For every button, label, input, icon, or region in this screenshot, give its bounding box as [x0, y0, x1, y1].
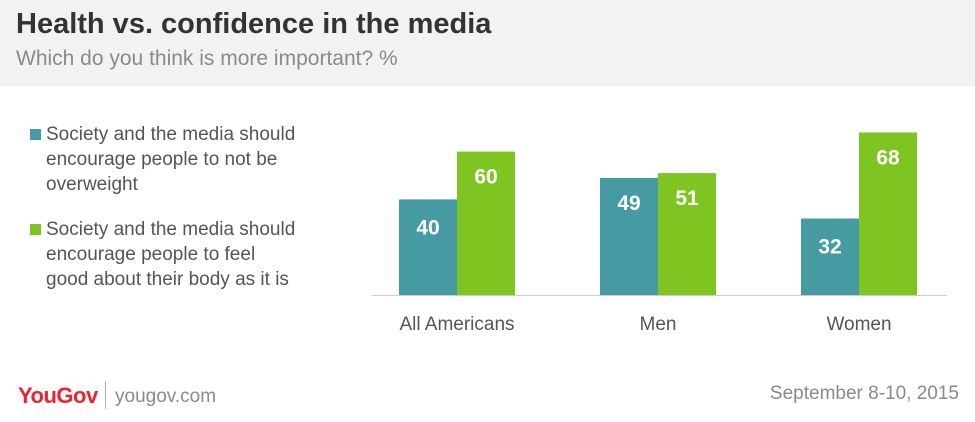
bar-feel-good-1	[658, 173, 716, 295]
legend-item-feel-good: Society and the media should encourage p…	[30, 217, 350, 292]
footer-divider	[105, 381, 106, 409]
legend: Society and the media should encourage p…	[30, 122, 350, 312]
data-label: 68	[876, 146, 900, 169]
legend-line: encourage people to feel	[46, 244, 256, 265]
category-label: Men	[640, 314, 677, 335]
legend-swatch-green	[30, 224, 41, 235]
header-band: Health vs. confidence in the media Which…	[0, 0, 975, 86]
bar-feel-good-2	[859, 132, 917, 295]
category-label: All Americans	[399, 314, 514, 335]
bar-not-overweight-0	[399, 199, 457, 295]
legend-line: overweight	[46, 174, 138, 195]
footer-date: September 8-10, 2015	[769, 383, 959, 404]
bar-not-overweight-1	[600, 177, 658, 295]
chart-title: Health vs. confidence in the media	[16, 8, 492, 40]
data-label: 51	[675, 187, 699, 210]
legend-swatch-teal	[30, 129, 41, 140]
footer-site[interactable]: yougov.com	[115, 386, 217, 407]
legend-line: good about their body as it is	[46, 269, 289, 290]
bar-feel-good-0	[457, 151, 515, 295]
legend-item-not-overweight: Society and the media should encourage p…	[30, 122, 350, 197]
data-label: 60	[474, 166, 497, 189]
legend-line: Society and the media should	[46, 124, 296, 145]
legend-line: encourage people to not be	[46, 149, 278, 170]
data-label: 32	[818, 236, 841, 259]
bar-not-overweight-2	[801, 218, 859, 295]
yougov-logo: YouGov	[18, 383, 98, 408]
data-label: 40	[416, 216, 439, 239]
category-label: Women	[826, 314, 891, 335]
data-label: 49	[617, 192, 640, 215]
legend-line: Society and the media should	[46, 219, 296, 240]
chart-subtitle: Which do you think is more important? %	[16, 47, 398, 70]
